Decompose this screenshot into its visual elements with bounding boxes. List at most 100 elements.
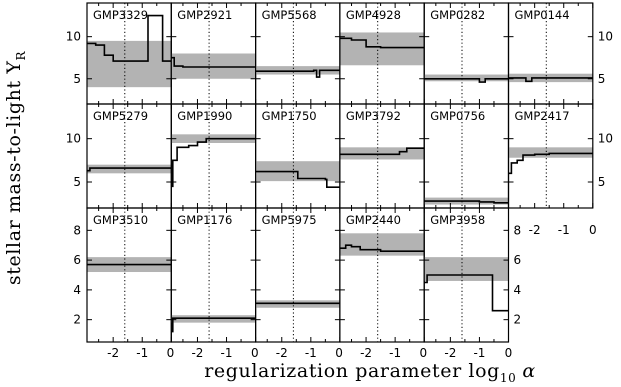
panel-gmp5975: GMP5975: [255, 207, 341, 343]
y-tick-label-right: 5: [598, 72, 606, 86]
uncertainty-band: [508, 147, 593, 158]
x-axis-label-subscript: 10: [500, 371, 516, 385]
y-tick-label-left: 4: [73, 283, 81, 297]
panel-plot-area: [339, 208, 425, 342]
panel-gmp3958: GMP3958: [423, 207, 510, 343]
series-line: [424, 274, 509, 312]
y-tick-label-right: 2: [514, 313, 522, 327]
series-line: [255, 69, 340, 78]
panel-frame: [86, 207, 172, 343]
uncertainty-band: [339, 32, 425, 66]
uncertainty-band: [424, 257, 509, 281]
panel-gmp2921: GMP2921: [170, 2, 257, 105]
panel-gmp1176: GMP1176: [170, 207, 257, 343]
panel-label: GMP5279: [93, 109, 148, 123]
tick-labels-layer: 5 5 10 10 5 5 10 10 2 2 4 4 6 6 8 8 -2 -1 0 -2 -1 0 -2 -1 0 -2 -1 0…: [66, 30, 613, 360]
panel-label: GMP3510: [93, 213, 148, 227]
panel-label: GMP2417: [515, 109, 570, 123]
x-tick-label: -2: [191, 346, 203, 360]
panel-plot-area: [255, 3, 340, 104]
panel-label: GMP2440: [346, 213, 401, 227]
panel-plot-area: [87, 3, 172, 104]
panel-label: GMP5568: [262, 8, 317, 22]
panel-plot-area: [424, 3, 509, 104]
panel-label: GMP1750: [262, 109, 317, 123]
x-tick-label: -2: [444, 346, 456, 360]
uncertainty-band: [255, 66, 340, 75]
series-line: [87, 14, 172, 62]
series-line: [171, 137, 256, 188]
panel-plot-area: [171, 3, 256, 104]
x-tick-label: 0: [335, 346, 343, 360]
x-tick-label: 0: [420, 346, 428, 360]
x-tick-label: -1: [136, 346, 148, 360]
panel-label: GMP1176: [177, 213, 232, 227]
series-line: [87, 167, 172, 172]
uncertainty-band: [87, 40, 172, 88]
uncertainty-band: [339, 233, 425, 256]
panel-label: GMP5975: [262, 213, 317, 227]
panel-gmp1750: GMP1750: [255, 103, 341, 209]
y-axis-label-subscript: R: [14, 51, 28, 61]
panel-plot-area: [424, 104, 509, 208]
uncertainty-band: [339, 147, 425, 160]
x-tick-label: 0: [505, 346, 513, 360]
panel-label: GMP3958: [430, 213, 485, 227]
x-tick-label: 0: [167, 346, 175, 360]
panel-gmp0756: GMP0756: [423, 103, 510, 209]
x-tick-label-col6: -1: [558, 223, 570, 237]
series-line: [508, 77, 593, 83]
x-tick-label: -2: [360, 346, 372, 360]
panel-plot-area: [255, 104, 340, 208]
y-tick-label-left: 2: [73, 313, 81, 327]
panel-frame: [507, 103, 594, 209]
x-axis-label-main: regularization parameter log: [204, 360, 500, 382]
y-tick-label-left: 6: [73, 253, 81, 267]
x-tick-label: -1: [305, 346, 317, 360]
panel-label: GMP0756: [430, 109, 485, 123]
panels-layer: GMP3329 GMP2921 GMP5568 GMP4928 GMP0282 GMP01…: [86, 2, 594, 343]
panel-plot-area: [339, 104, 425, 208]
uncertainty-band: [424, 74, 509, 82]
panel-frame: [339, 207, 425, 343]
panel-gmp2440: GMP2440: [339, 207, 425, 343]
panel-plot-area: [171, 208, 256, 342]
series-line: [339, 37, 425, 49]
panel-gmp0282: GMP0282: [423, 2, 510, 105]
y-tick-label-right: 10: [598, 30, 613, 44]
y-axis-label: stellar mass-to-light ΥR: [3, 51, 28, 286]
panel-frame: [423, 207, 510, 343]
series-line: [508, 152, 593, 175]
panel-gmp5568: GMP5568: [255, 2, 341, 105]
panel-label: GMP0282: [430, 8, 485, 22]
series-line: [171, 56, 256, 68]
panel-plot-area: [424, 208, 509, 342]
x-axis-label-symbol: α: [522, 360, 535, 382]
panel-plot-area: [87, 208, 172, 342]
panel-frame: [255, 207, 341, 343]
y-tick-label-left: 8: [73, 223, 81, 237]
panel-gmp3329: GMP3329: [86, 2, 172, 105]
panel-label: GMP0144: [515, 8, 570, 22]
panel-gmp5279: GMP5279: [86, 103, 172, 209]
panel-label: GMP3329: [93, 8, 148, 22]
x-tick-label: -2: [276, 346, 288, 360]
x-tick-label: -1: [473, 346, 485, 360]
y-tick-label-right: 6: [514, 253, 522, 267]
y-tick-label-right: 4: [514, 283, 522, 297]
x-tick-label-col6: -2: [529, 223, 541, 237]
y-tick-label-right: 10: [598, 132, 613, 146]
panel-gmp3510: GMP3510: [86, 207, 172, 343]
series-line: [339, 244, 425, 252]
y-tick-label-left: 5: [73, 175, 81, 189]
uncertainty-band: [171, 53, 256, 79]
series-line: [424, 200, 509, 204]
y-axis-label-main: stellar mass-to-light Υ: [3, 61, 25, 286]
series-line: [424, 78, 509, 83]
panel-plot-area: [255, 208, 340, 342]
x-tick-label: -2: [107, 346, 119, 360]
panel-plot-area: [508, 104, 593, 208]
y-tick-label-left: 10: [66, 132, 81, 146]
series-line: [171, 317, 256, 333]
